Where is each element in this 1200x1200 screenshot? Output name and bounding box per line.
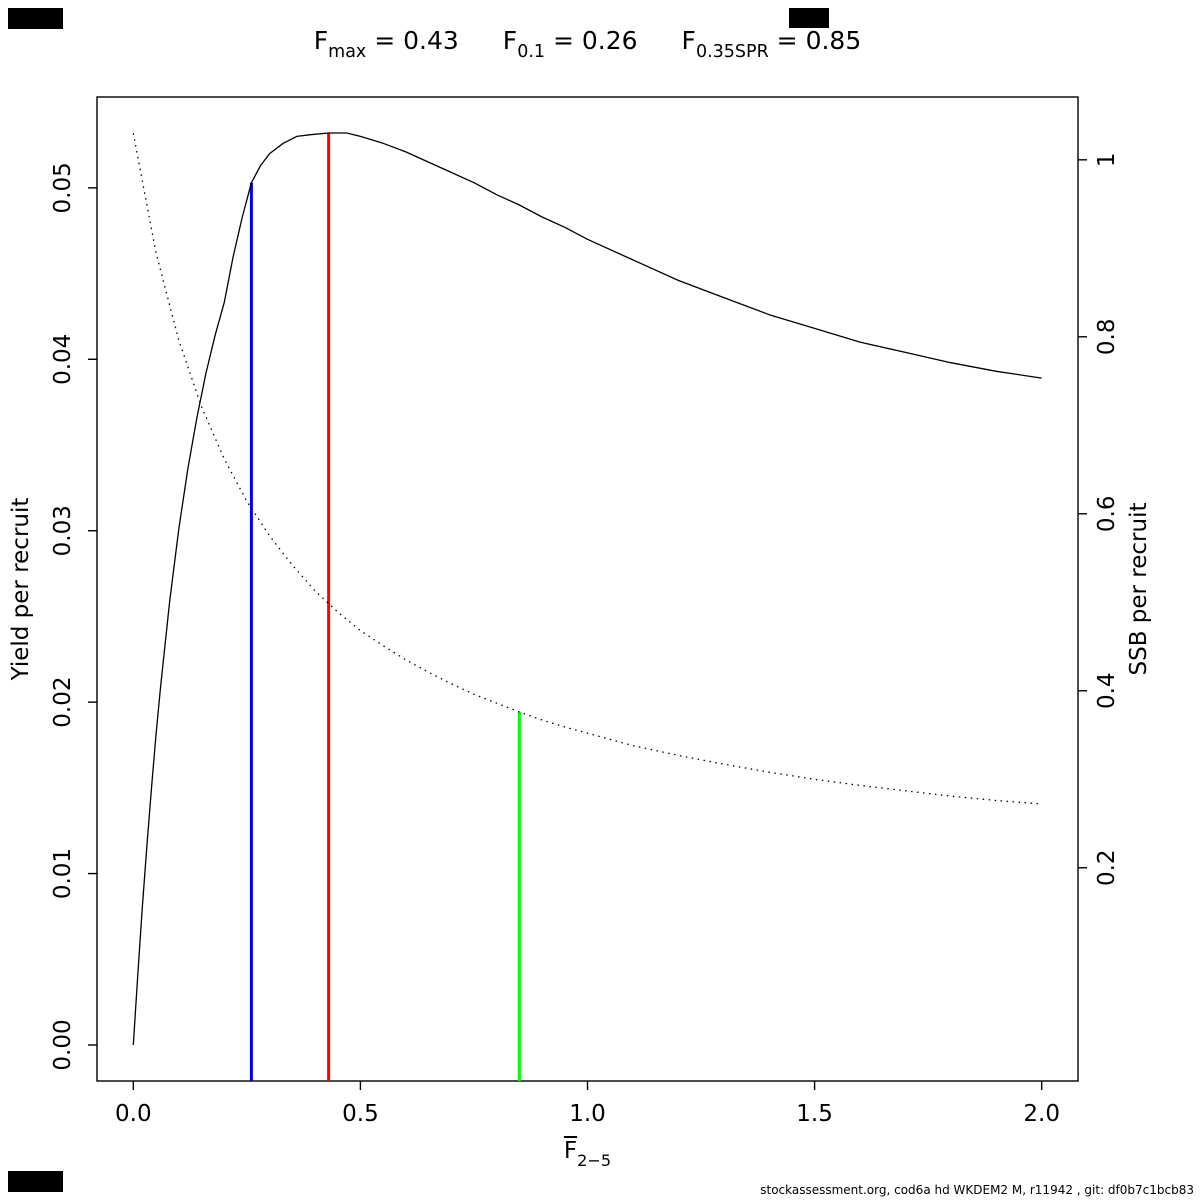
f035spr-label: F0.35SPR = 0.85 — [681, 26, 862, 62]
y-axis-label-right: SSB per recruit — [1126, 502, 1152, 676]
y-left-tick-label: 0.05 — [50, 162, 76, 213]
screen-marker-top-left — [8, 8, 63, 29]
y-right-tick-label: 1 — [1094, 153, 1120, 168]
y-right-tick-label: 0.4 — [1094, 672, 1120, 709]
x-axis-tick-label: 2.0 — [1023, 1101, 1060, 1127]
y-left-tick-label: 0.03 — [50, 505, 76, 556]
plot-frame — [96, 96, 1079, 1082]
y-axis-label-left: Yield per recruit — [8, 497, 34, 681]
screen-marker-top-right — [789, 8, 829, 28]
y-right-tick-label: 0.8 — [1094, 319, 1120, 356]
x-axis-label: F2−5 — [97, 1138, 1078, 1170]
x-axis-label-subscript: 2−5 — [577, 1150, 612, 1170]
x-axis-tick-label: 1.0 — [569, 1101, 606, 1127]
y-left-tick-label: 0.04 — [50, 334, 76, 385]
x-axis-tick-label: 0.0 — [115, 1101, 152, 1127]
fmax-label: Fmax = 0.43 — [313, 26, 459, 62]
y-left-tick-label: 0.02 — [50, 677, 76, 728]
x-axis-label-base: F — [563, 1138, 578, 1164]
ssb-per-recruit-curve — [132, 133, 1042, 805]
footer-attribution: stockassessment.org, cod6a hd WKDEM2 M, … — [760, 1183, 1194, 1197]
y-left-tick-label: 0.00 — [50, 1019, 76, 1070]
screen-marker-bottom-left — [8, 1171, 63, 1192]
x-axis-tick-label: 0.5 — [342, 1101, 379, 1127]
x-axis-tick-label: 1.5 — [796, 1101, 833, 1127]
yield-per-recruit-curve — [132, 132, 1042, 1046]
plot-title: Fmax = 0.43 F0.1 = 0.26 F0.35SPR = 0.85 — [97, 26, 1078, 62]
y-left-tick-label: 0.01 — [50, 848, 76, 899]
y-right-tick-label: 0.2 — [1094, 849, 1120, 886]
f01-label: F0.1 = 0.26 — [502, 26, 638, 62]
y-right-tick-label: 0.6 — [1094, 495, 1120, 532]
